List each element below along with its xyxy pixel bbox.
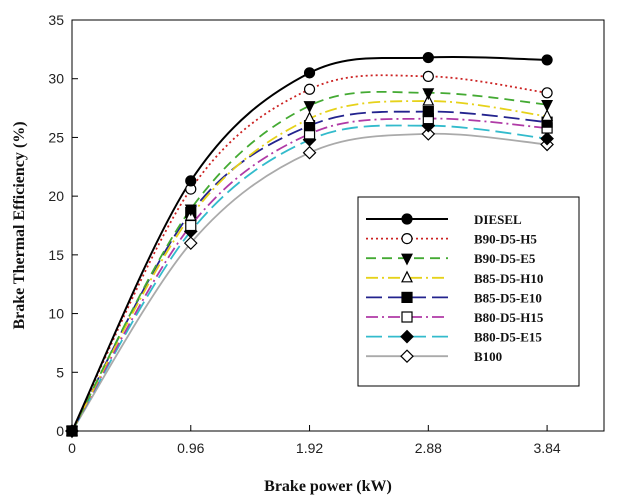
legend-label-b85-d5-e10: B85-D5-E10 xyxy=(474,290,542,305)
data-point-b90-d5-h5 xyxy=(541,87,553,99)
series-line-b85-d5-h10 xyxy=(71,100,548,432)
data-point-b90-d5-e5 xyxy=(541,99,554,112)
legend-marker-b90-d5-h5 xyxy=(401,233,413,245)
legend-label-b90-d5-h5: B90-D5-H5 xyxy=(474,232,537,247)
data-point-b90-d5-h5 xyxy=(422,70,434,82)
series-line-b80-d5-e15 xyxy=(71,124,548,432)
y-tick-label: 10 xyxy=(48,306,64,322)
data-point-b100 xyxy=(183,236,198,250)
series-lines xyxy=(71,55,548,432)
y-tick-label: 5 xyxy=(56,364,64,380)
legend-label-diesel: DIESEL xyxy=(474,212,522,227)
data-point-diesel xyxy=(541,54,553,66)
y-tick-label: 0 xyxy=(56,423,64,439)
legend-label-b80-d5-e15: B80-D5-E15 xyxy=(474,330,542,345)
y-axis-title: Brake Thermal Efficiency (%) xyxy=(11,121,28,329)
y-tick-label: 20 xyxy=(48,188,64,204)
y-tick-label: 30 xyxy=(48,71,64,87)
legend-label-b90-d5-e5: B90-D5-E5 xyxy=(474,251,536,266)
legend: DIESEL B90-D5-H5 B90-D5-E5 B85-D5-H10 B85-D5… xyxy=(357,196,580,387)
data-point-b85-d5-h10 xyxy=(303,111,316,124)
series-line-diesel xyxy=(71,55,548,432)
data-point-b80-d5-h15 xyxy=(185,219,197,232)
data-point-b85-d5-h10 xyxy=(541,108,554,121)
series-line-b90-d5-e5 xyxy=(71,90,548,432)
data-point-b90-d5-e5 xyxy=(303,101,316,114)
data-point-diesel xyxy=(66,425,78,437)
legend-marker-b90-d5-e5 xyxy=(401,253,413,266)
x-tick-label: 0 xyxy=(68,440,76,456)
data-point-b85-d5-e10 xyxy=(422,105,434,118)
x-tick-label: 1.92 xyxy=(296,440,323,456)
data-point-b90-d5-e5 xyxy=(422,88,435,101)
legend-label-b100: B100 xyxy=(474,349,502,364)
data-point-diesel xyxy=(422,51,434,64)
data-point-diesel xyxy=(185,175,197,187)
data-point-diesel xyxy=(303,67,316,79)
x-tick-label: 2.88 xyxy=(415,440,442,456)
legend-marker-b85-d5-e10 xyxy=(401,291,413,303)
series-markers xyxy=(65,51,554,439)
x-axis-title: Brake power (kW) xyxy=(264,478,392,495)
legend-label-b85-d5-h10: B85-D5-H10 xyxy=(474,271,543,286)
data-point-b90-d5-h5 xyxy=(303,83,316,95)
plot-frame xyxy=(71,19,605,432)
data-point-b80-d5-e15 xyxy=(540,131,554,146)
legend-marker-b80-d5-e15 xyxy=(400,329,414,344)
x-tick-label: 3.84 xyxy=(533,440,560,456)
series-line-b100 xyxy=(71,132,548,432)
data-point-b100 xyxy=(302,145,317,160)
y-tick-label: 25 xyxy=(48,129,64,145)
legend-marker-diesel xyxy=(401,213,413,225)
legend-label-b80-d5-h15: B80-D5-H15 xyxy=(474,310,544,325)
legend-box xyxy=(357,196,580,387)
y-tick-label: 15 xyxy=(48,247,64,263)
legend-marker-b80-d5-h15 xyxy=(401,311,413,323)
series-line-b80-d5-h15 xyxy=(71,117,548,432)
legend-marker-b100 xyxy=(400,349,414,364)
y-tick-label: 35 xyxy=(48,12,64,28)
series-line-b90-d5-h5 xyxy=(71,74,548,432)
axes: 0 5 10 15 20 25 30 35 0 0.96 1.92 2.88 3.84 xyxy=(48,12,605,456)
data-point-b90-d5-e5 xyxy=(184,204,197,217)
data-point-b100 xyxy=(421,127,436,141)
x-tick-label: 0.96 xyxy=(177,440,204,456)
legend-marker-b85-d5-h10 xyxy=(401,270,413,283)
